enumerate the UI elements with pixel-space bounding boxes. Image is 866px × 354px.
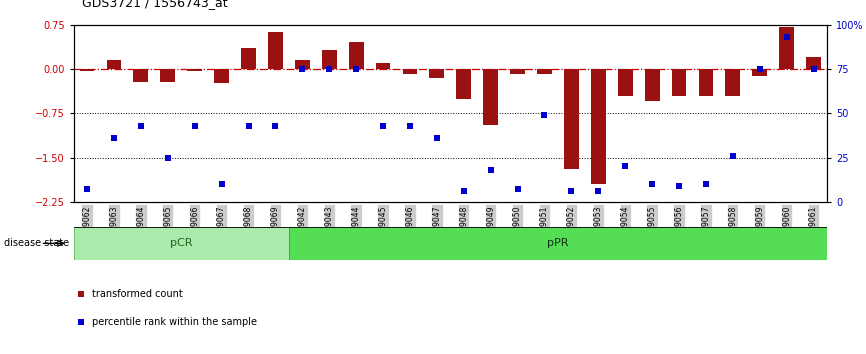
Bar [349, 42, 364, 69]
Bar [268, 33, 283, 69]
Text: GSM559066: GSM559066 [191, 205, 199, 252]
Text: GDS3721 / 1556743_at: GDS3721 / 1556743_at [82, 0, 228, 9]
Bar [779, 27, 794, 69]
Bar [510, 69, 525, 74]
Bar [80, 69, 94, 72]
Text: GSM559049: GSM559049 [486, 205, 495, 252]
Bar [214, 69, 229, 82]
Text: GSM559056: GSM559056 [675, 205, 683, 252]
Text: GSM559063: GSM559063 [109, 205, 119, 252]
Text: GSM559047: GSM559047 [432, 205, 442, 252]
Text: GSM559044: GSM559044 [352, 205, 360, 252]
Bar [564, 69, 578, 169]
Bar [74, 227, 289, 260]
Text: GSM559062: GSM559062 [82, 205, 92, 252]
Text: pPR: pPR [547, 238, 569, 249]
Text: GSM559053: GSM559053 [594, 205, 603, 252]
Bar [403, 69, 417, 74]
Text: transformed count: transformed count [93, 289, 184, 299]
Text: GSM559064: GSM559064 [136, 205, 145, 252]
Text: GSM559052: GSM559052 [567, 205, 576, 252]
Text: GSM559051: GSM559051 [540, 205, 549, 252]
Bar [644, 69, 660, 102]
Bar [753, 69, 767, 76]
Text: GSM559048: GSM559048 [459, 205, 469, 252]
Bar [456, 69, 471, 98]
Bar [617, 69, 633, 96]
Bar [591, 69, 605, 184]
Bar [107, 60, 121, 69]
Bar [160, 69, 175, 82]
Bar [430, 69, 444, 78]
Text: GSM559059: GSM559059 [755, 205, 765, 252]
Text: GSM559055: GSM559055 [648, 205, 656, 252]
Bar [187, 69, 202, 72]
Bar [699, 69, 714, 96]
Text: GSM559046: GSM559046 [405, 205, 415, 252]
Text: GSM559042: GSM559042 [298, 205, 307, 252]
Bar [806, 57, 821, 69]
Text: GSM559043: GSM559043 [325, 205, 333, 252]
Text: GSM559067: GSM559067 [217, 205, 226, 252]
Bar [726, 69, 740, 96]
Bar [483, 69, 498, 125]
Bar [537, 69, 552, 74]
Bar [289, 227, 827, 260]
Bar [295, 60, 310, 69]
Bar [133, 69, 148, 82]
Bar [322, 50, 337, 69]
Text: pCR: pCR [170, 238, 192, 249]
Text: GSM559069: GSM559069 [271, 205, 280, 252]
Text: GSM559045: GSM559045 [378, 205, 388, 252]
Text: disease state: disease state [4, 238, 69, 249]
Bar [241, 48, 256, 69]
Text: GSM559058: GSM559058 [728, 205, 737, 252]
Text: GSM559065: GSM559065 [164, 205, 172, 252]
Bar [672, 69, 687, 96]
Bar [376, 63, 391, 69]
Text: GSM559050: GSM559050 [513, 205, 522, 252]
Text: GSM559054: GSM559054 [621, 205, 630, 252]
Text: percentile rank within the sample: percentile rank within the sample [93, 317, 257, 327]
Text: GSM559057: GSM559057 [701, 205, 710, 252]
Text: GSM559068: GSM559068 [244, 205, 253, 252]
Text: GSM559061: GSM559061 [809, 205, 818, 252]
Text: GSM559060: GSM559060 [782, 205, 792, 252]
